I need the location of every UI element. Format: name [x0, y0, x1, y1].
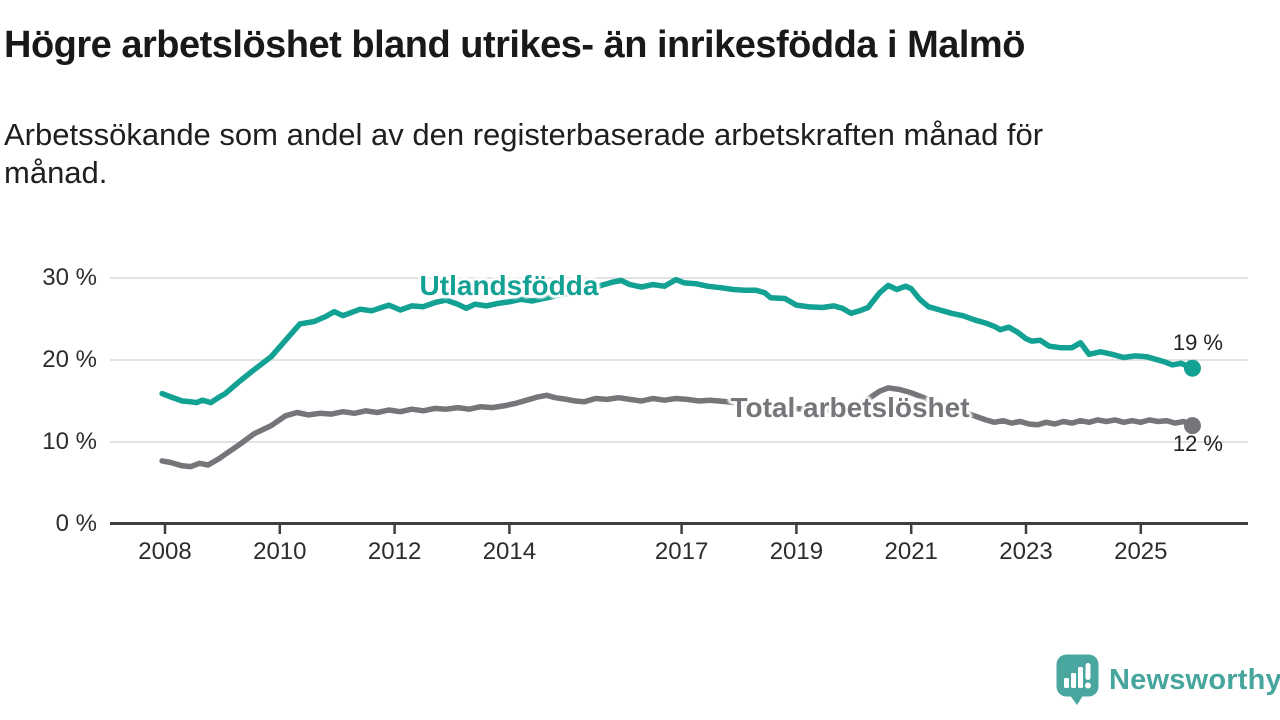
brand-name: Newsworthy: [1109, 663, 1280, 696]
page-title: Högre arbetslöshet bland utrikes- än inr…: [4, 24, 1025, 66]
utlandsfodda-line: [159, 276, 1196, 406]
total-end-dot: [1183, 417, 1201, 435]
series-label-total-arbetsloshet: Total arbetslöshet: [730, 392, 970, 423]
total-line: [159, 385, 1196, 470]
end-value-label-total: 12 %: [1172, 431, 1223, 456]
x-axis-tick-label: 2023: [999, 538, 1053, 565]
x-axis-tick-label: 2017: [654, 538, 709, 565]
subtitle-line-2: månad.: [4, 155, 108, 190]
y-axis-tick-label: 30 %: [42, 264, 97, 291]
x-axis-tick-label: 2025: [1114, 538, 1168, 565]
utlandsfodda-end-dot: [1183, 359, 1201, 377]
x-axis-tick-label: 2021: [884, 538, 938, 565]
y-axis-tick-label: 0 %: [55, 510, 97, 537]
subtitle-line-1: Arbetssökande som andel av den registerb…: [4, 117, 1044, 152]
x-axis-tick-label: 2014: [482, 538, 537, 565]
y-axis-tick-label: 10 %: [42, 428, 97, 455]
end-value-label-utlandsfodda: 19 %: [1172, 330, 1223, 355]
x-axis-tick-label: 2019: [769, 538, 824, 565]
x-axis-tick-label: 2010: [253, 538, 307, 565]
chart-subtitle: Arbetssökande som andel av den registerb…: [4, 116, 1224, 192]
bar-chart-speech-bubble-icon: [1056, 654, 1099, 705]
newsworthy-logo: Newsworthy: [1056, 652, 1280, 708]
series-label-utlandsfodda: Utlandsfödda: [419, 270, 599, 301]
x-axis-tick-label: 2012: [367, 538, 422, 565]
y-axis-tick-label: 20 %: [42, 346, 97, 373]
x-axis-tick-label: 2008: [138, 538, 192, 565]
